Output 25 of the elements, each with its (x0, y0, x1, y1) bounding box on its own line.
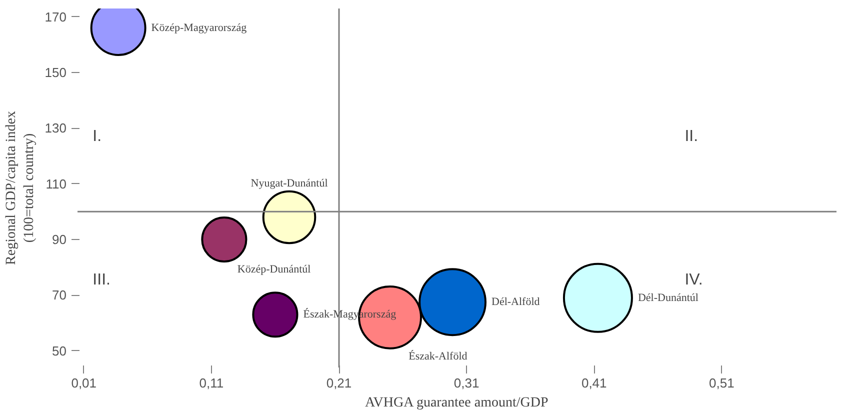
y-tick-label: 150 (44, 65, 67, 80)
x-tick-label: 0,11 (199, 376, 224, 390)
series-label: Közép-Dunántúl (237, 264, 311, 276)
series-label: Nyugat-Dunántúl (250, 177, 328, 190)
y-tick-label: 90 (52, 232, 67, 247)
y-tick-label: 50 (52, 343, 67, 358)
x-axis-title: AVHGA guarantee amount/GDP (364, 396, 548, 410)
series-label: Észak-Alföld (408, 349, 468, 362)
annotation: IV. (684, 272, 703, 289)
y-tick-label: 110 (46, 176, 67, 192)
annotation: I. (92, 128, 102, 145)
x-tick-label: 0,41 (581, 376, 607, 390)
series-label: Közép-Magyarország (151, 22, 248, 34)
annotation: II. (684, 128, 698, 145)
x-tick-label: 0,51 (709, 376, 734, 390)
x-tick-label: 0,01 (71, 376, 97, 390)
series-label: Dél-Alföld (492, 296, 540, 308)
annotation: III. (92, 272, 110, 289)
y-tick-label: 130 (44, 120, 67, 136)
y-tick-label: 170 (44, 9, 67, 24)
x-tick-label: 0,21 (326, 376, 352, 390)
y-axis-title: Regional GDP/capita index (100=total country) (4, 111, 37, 265)
y-tick-label: 70 (52, 288, 67, 303)
series-label: Dél-Dunántúl (638, 292, 698, 304)
x-tick-label: 0,31 (454, 376, 480, 390)
